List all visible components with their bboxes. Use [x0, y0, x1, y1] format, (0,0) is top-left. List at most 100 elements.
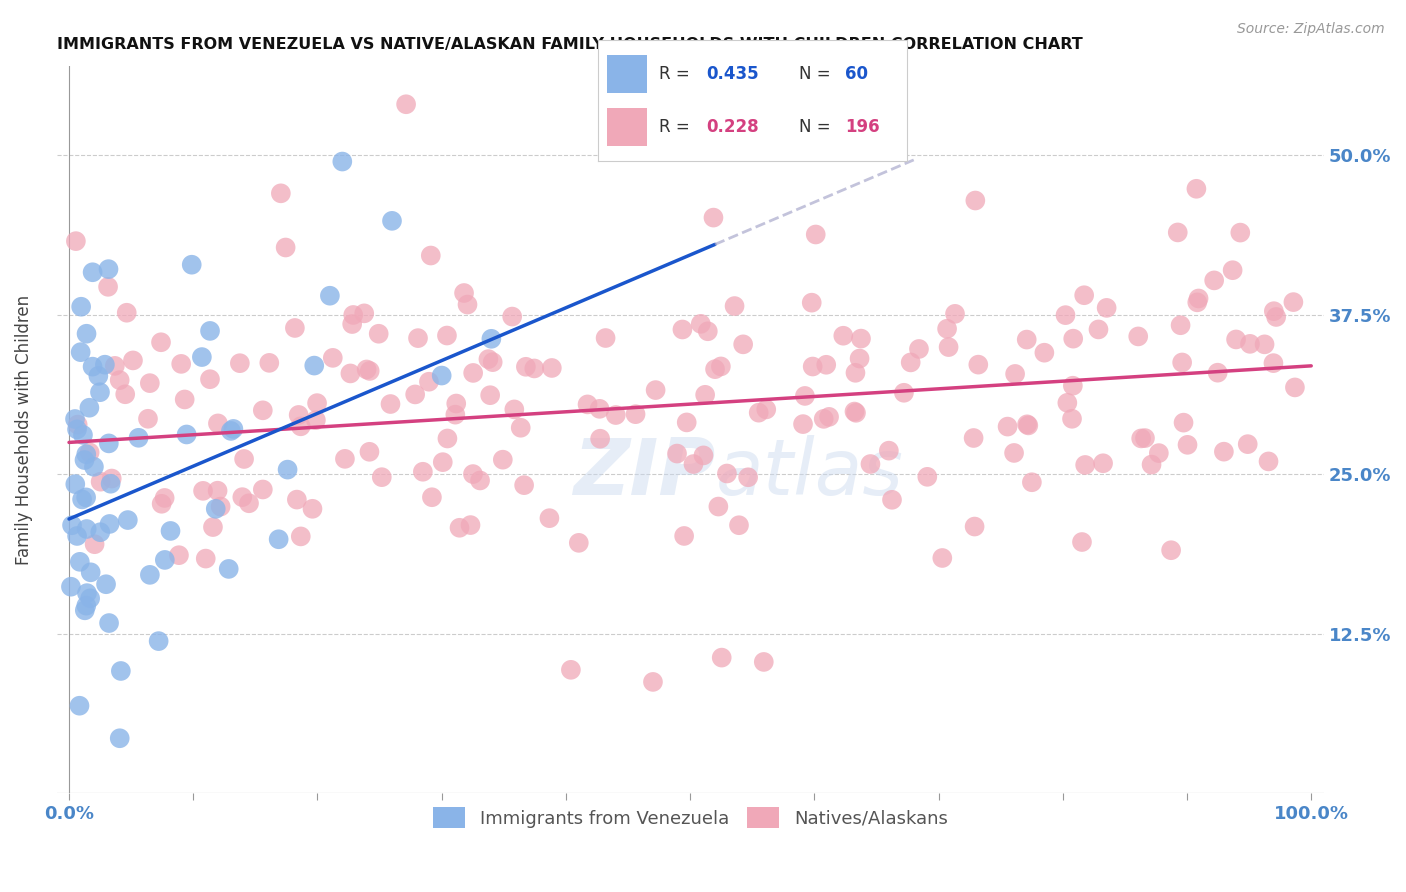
- Point: [100, 476, 122, 491]
- Point: [97, 262, 120, 277]
- Point: [501, 310, 523, 324]
- Point: [917, 470, 939, 484]
- Point: [59, 580, 82, 594]
- Point: [457, 297, 479, 311]
- Point: [342, 308, 364, 322]
- FancyBboxPatch shape: [607, 108, 647, 146]
- Point: [229, 356, 252, 370]
- Point: [673, 529, 696, 543]
- Point: [704, 362, 727, 376]
- Point: [117, 513, 139, 527]
- Point: [198, 324, 221, 338]
- Point: [692, 449, 714, 463]
- Point: [304, 359, 326, 373]
- Point: [432, 455, 454, 469]
- Text: 196: 196: [845, 118, 880, 136]
- Point: [79, 566, 101, 580]
- Point: [173, 392, 195, 407]
- Point: [1204, 273, 1226, 287]
- Point: [97, 436, 120, 450]
- Point: [1177, 438, 1199, 452]
- Point: [588, 401, 610, 416]
- Point: [94, 577, 117, 591]
- Point: [463, 366, 485, 380]
- Point: [1062, 332, 1084, 346]
- Point: [284, 321, 307, 335]
- Point: [153, 553, 176, 567]
- Point: [1263, 356, 1285, 370]
- Point: [682, 457, 704, 471]
- Point: [371, 470, 394, 484]
- Point: [696, 324, 718, 338]
- Point: [60, 518, 83, 533]
- Point: [153, 491, 176, 505]
- Point: [1265, 310, 1288, 324]
- Point: [267, 533, 290, 547]
- Point: [1004, 367, 1026, 381]
- Point: [589, 432, 612, 446]
- Point: [404, 387, 426, 401]
- Point: [1062, 378, 1084, 392]
- Point: [287, 408, 309, 422]
- Point: [1160, 543, 1182, 558]
- Point: [1128, 329, 1150, 343]
- Point: [492, 452, 515, 467]
- Point: [301, 501, 323, 516]
- Point: [444, 396, 467, 410]
- Point: [83, 459, 105, 474]
- Point: [412, 465, 434, 479]
- Point: [1225, 333, 1247, 347]
- Point: [104, 359, 127, 373]
- Point: [70, 492, 93, 507]
- Point: [1130, 431, 1153, 445]
- Point: [509, 421, 531, 435]
- Point: [1187, 292, 1209, 306]
- Point: [75, 599, 97, 613]
- Point: [1092, 456, 1115, 470]
- Point: [114, 387, 136, 401]
- Point: [115, 306, 138, 320]
- Point: [97, 280, 120, 294]
- Point: [595, 331, 617, 345]
- Point: [844, 366, 866, 380]
- Point: [538, 511, 561, 525]
- Point: [737, 470, 759, 484]
- Point: [815, 358, 838, 372]
- Point: [461, 467, 484, 481]
- Point: [689, 317, 711, 331]
- Point: [290, 529, 312, 543]
- Point: [1173, 416, 1195, 430]
- Point: [359, 444, 381, 458]
- Point: [444, 408, 467, 422]
- Point: [69, 555, 91, 569]
- Point: [893, 385, 915, 400]
- Point: [69, 345, 91, 359]
- Point: [436, 328, 458, 343]
- Point: [285, 492, 308, 507]
- Point: [66, 529, 89, 543]
- Point: [503, 402, 526, 417]
- Point: [319, 289, 342, 303]
- Point: [1017, 418, 1039, 433]
- Point: [1017, 417, 1039, 432]
- Point: [72, 428, 94, 442]
- Point: [238, 496, 260, 510]
- Text: R =: R =: [659, 118, 696, 136]
- Point: [481, 355, 503, 369]
- Point: [307, 396, 329, 410]
- Point: [290, 419, 312, 434]
- Point: [967, 358, 990, 372]
- Point: [204, 501, 226, 516]
- Point: [339, 367, 361, 381]
- Point: [818, 409, 841, 424]
- Point: [605, 408, 627, 422]
- Point: [191, 483, 214, 498]
- Point: [108, 731, 131, 746]
- Point: [515, 359, 537, 374]
- Point: [277, 462, 299, 476]
- Point: [66, 422, 89, 436]
- Point: [671, 322, 693, 336]
- Point: [460, 518, 482, 533]
- Y-axis label: Family Households with Children: Family Households with Children: [15, 294, 32, 565]
- Point: [723, 299, 745, 313]
